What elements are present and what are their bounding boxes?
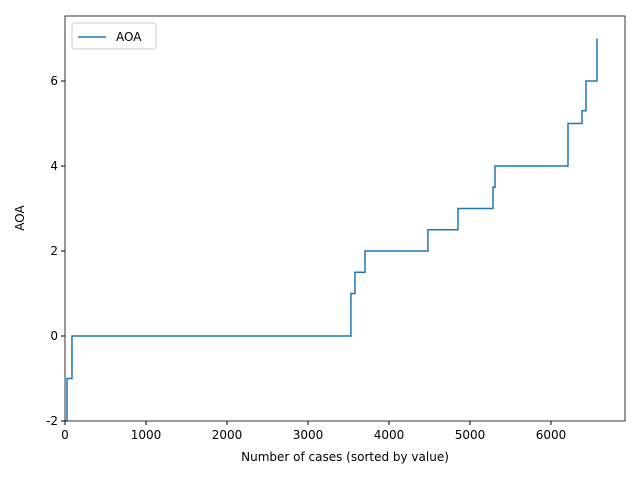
y-axis-label: AOA: [13, 204, 27, 230]
y-tick-label: 4: [50, 159, 58, 173]
y-tick-label: 0: [50, 329, 58, 343]
data-line: [65, 38, 598, 421]
x-tick-label: 4000: [374, 428, 405, 442]
x-tick-label: 3000: [293, 428, 324, 442]
x-tick-label: 2000: [212, 428, 243, 442]
x-tick-label: 0: [61, 428, 69, 442]
plot-frame: [64, 15, 626, 422]
legend-label: AOA: [116, 30, 142, 44]
x-tick-label: 6000: [536, 428, 567, 442]
y-tick-label: -2: [46, 414, 58, 428]
x-tick-label: 1000: [131, 428, 162, 442]
y-tick-label: 6: [50, 74, 58, 88]
y-tick-label: 2: [50, 244, 58, 258]
x-axis-label: Number of cases (sorted by value): [241, 450, 449, 464]
x-tick-label: 5000: [455, 428, 486, 442]
legend-box: [71, 22, 157, 50]
